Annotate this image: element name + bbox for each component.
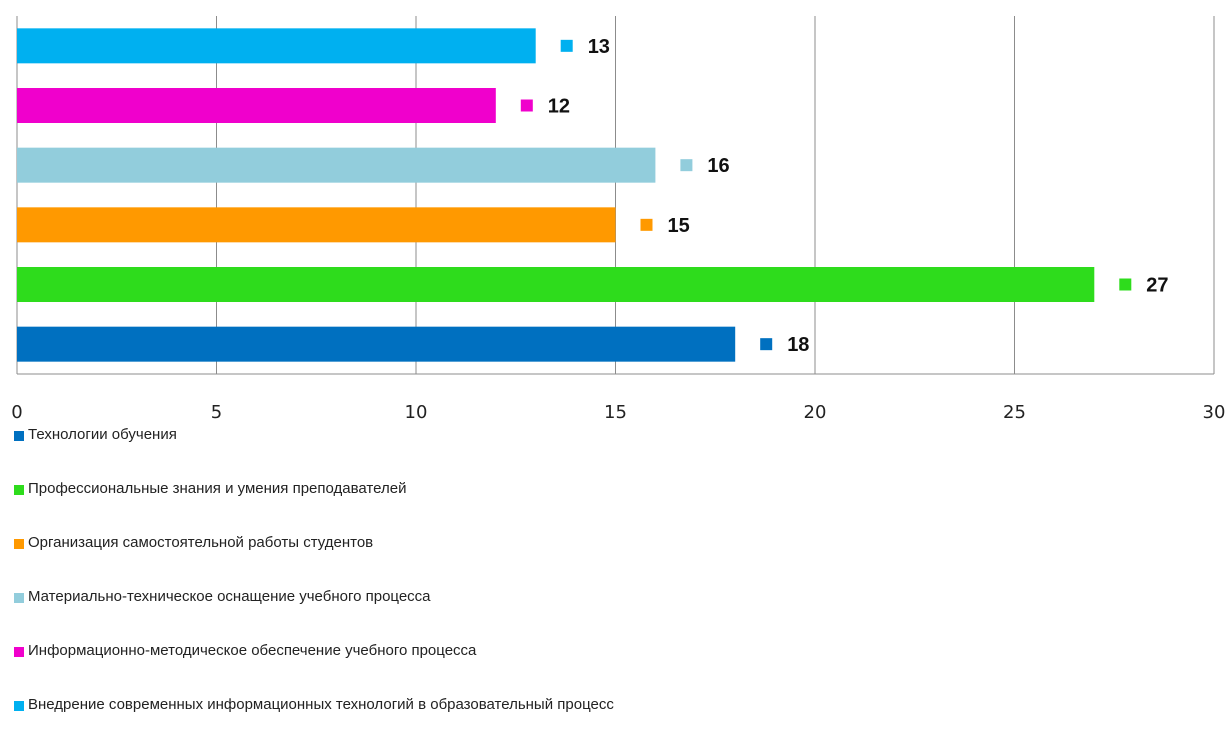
legend-label: Технологии обучения xyxy=(28,425,177,445)
legend-item: Организация самостоятельной работы студе… xyxy=(14,533,1214,587)
legend-item: Внедрение современных информационных тех… xyxy=(14,695,1214,749)
legend-label: Организация самостоятельной работы студе… xyxy=(28,533,373,553)
value-label: 13 xyxy=(588,36,610,58)
legend-label: Информационно-методическое обеспечение у… xyxy=(28,641,476,661)
legend-item: Технологии обучения xyxy=(14,425,1214,479)
legend-swatch-icon xyxy=(14,593,24,603)
value-label-key-icon xyxy=(641,219,653,231)
value-labels: 18 27 15 16 12 13 xyxy=(521,36,1169,356)
bar xyxy=(17,28,536,63)
legend-swatch-icon xyxy=(14,647,24,657)
value-label-key-icon xyxy=(1119,279,1131,291)
value-label-key-icon xyxy=(680,159,692,171)
value-label: 18 xyxy=(787,334,809,356)
bar xyxy=(17,327,735,362)
chart-legend: Технологии обучения Профессиональные знан… xyxy=(14,425,1214,749)
value-label: 16 xyxy=(707,155,729,177)
x-tick-label: 15 xyxy=(604,402,627,420)
legend-item: Материально-техническое оснащение учебно… xyxy=(14,587,1214,641)
legend-swatch-icon xyxy=(14,539,24,549)
x-tick-label: 25 xyxy=(1003,402,1026,420)
x-tick-label: 10 xyxy=(405,402,428,420)
legend-swatch-icon xyxy=(14,431,24,441)
legend-label: Материально-техническое оснащение учебно… xyxy=(28,587,431,607)
legend-label: Внедрение современных информационных тех… xyxy=(28,695,614,715)
value-label-key-icon xyxy=(521,100,533,112)
bar xyxy=(17,207,616,242)
bar xyxy=(17,148,655,183)
x-tick-label: 5 xyxy=(211,402,222,420)
x-axis-tick-labels: 0 5 10 15 20 25 30 xyxy=(11,402,1225,420)
bars xyxy=(17,28,1094,361)
value-label: 27 xyxy=(1146,275,1168,297)
legend-label: Профессиональные знания и умения препода… xyxy=(28,479,406,499)
x-tick-label: 20 xyxy=(804,402,827,420)
value-label: 12 xyxy=(548,96,570,118)
legend-item: Профессиональные знания и умения препода… xyxy=(14,479,1214,533)
legend-swatch-icon xyxy=(14,485,24,495)
bar xyxy=(17,88,496,123)
legend-swatch-icon xyxy=(14,701,24,711)
legend-item: Информационно-методическое обеспечение у… xyxy=(14,641,1214,695)
value-label-key-icon xyxy=(561,40,573,52)
value-label: 15 xyxy=(668,215,690,237)
x-tick-label: 30 xyxy=(1203,402,1226,420)
bar xyxy=(17,267,1094,302)
x-tick-label: 0 xyxy=(11,402,22,420)
gridlines xyxy=(17,16,1214,374)
value-label-key-icon xyxy=(760,338,772,350)
bar-chart: 18 27 15 16 12 13 0 5 10 15 20 25 30 xyxy=(0,0,1230,420)
